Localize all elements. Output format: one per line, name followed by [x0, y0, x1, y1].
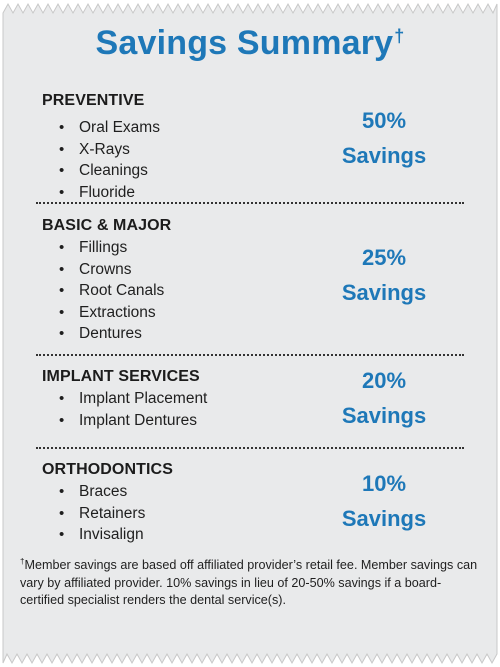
savings-label: Savings [341, 143, 427, 168]
service-list: • Fillings • Crowns • Root Canals • Extracti… [42, 237, 462, 345]
savings-label: Savings [341, 280, 427, 305]
bullet-icon: • [59, 411, 65, 429]
savings-orthodontics: 10% Savings [314, 466, 454, 536]
bullet-icon: • [59, 526, 65, 543]
bullet-icon: • [59, 183, 65, 201]
service-list: • Braces • Retainers • Invisalign [42, 481, 462, 546]
footnote-text: Member savings are based off affiliated … [20, 558, 478, 608]
bullet-icon: • [59, 303, 65, 321]
list-item: • Implant Dentures [42, 410, 462, 432]
service-list: • Implant Placement • Implant Dentures [42, 388, 462, 431]
item-label: Implant Dentures [79, 411, 198, 429]
list-item: • Root Canals [42, 280, 462, 302]
section-preventive: PREVENTIVE • Oral Exams • X-Rays • Cleaning… [42, 91, 462, 203]
bullet-icon: • [59, 504, 65, 522]
savings-label: Savings [341, 403, 427, 428]
item-label: Cleanings [79, 162, 148, 179]
section-divider [36, 447, 464, 449]
bullet-icon: • [59, 119, 65, 136]
item-label: Implant Placement [79, 390, 208, 407]
list-item: • X-Rays [42, 139, 462, 161]
bullet-icon: • [59, 325, 65, 342]
list-item: • Braces [42, 481, 462, 503]
item-label: X-Rays [79, 140, 130, 158]
list-item: • Extractions [42, 302, 462, 324]
savings-label: Savings [341, 506, 427, 531]
item-label: Oral Exams [79, 119, 160, 136]
item-label: Invisalign [79, 526, 144, 543]
bullet-icon: • [59, 162, 65, 179]
savings-percent: 10% [361, 471, 407, 496]
savings-percent: 20% [361, 368, 407, 393]
item-label: Crowns [79, 260, 132, 278]
item-label: Retainers [79, 504, 146, 522]
section-orthodontics: ORTHODONTICS • Braces • Retainers • Invisal… [42, 460, 462, 546]
section-implant-services: IMPLANT SERVICES • Implant Placement • Imp… [42, 367, 462, 431]
service-list: • Oral Exams • X-Rays • Cleanings • Fluoride [42, 117, 462, 203]
section-title: PREVENTIVE [42, 92, 145, 109]
bullet-icon: • [59, 140, 65, 158]
section-title: ORTHODONTICS [42, 461, 173, 478]
title-text: Savings Summary [95, 24, 394, 62]
footnote-dagger: † [20, 557, 25, 566]
list-item: • Invisalign [42, 524, 462, 546]
bullet-icon: • [59, 390, 65, 407]
title-dagger: † [394, 26, 405, 46]
section-divider [36, 354, 464, 356]
item-label: Root Canals [79, 282, 165, 299]
list-item: • Dentures [42, 323, 462, 345]
savings-percent: 50% [361, 108, 407, 133]
item-label: Extractions [79, 303, 156, 321]
bullet-icon: • [59, 260, 65, 278]
savings-implant-services: 20% Savings [314, 363, 454, 433]
savings-percent: 25% [361, 245, 407, 270]
list-item: • Retainers [42, 503, 462, 525]
bullet-icon: • [59, 239, 65, 256]
page-title: Savings Summary† [0, 24, 500, 63]
list-item: • Crowns [42, 259, 462, 281]
list-item: • Implant Placement [42, 388, 462, 410]
section-basic-major: BASIC & MAJOR • Fillings • Crowns • Root Ca… [42, 216, 462, 345]
item-label: Fluoride [79, 183, 135, 201]
footnote: †Member savings are based off affiliated… [20, 553, 485, 610]
item-label: Dentures [79, 325, 142, 342]
list-item: • Fillings [42, 237, 462, 259]
bullet-icon: • [59, 483, 65, 500]
list-item: • Cleanings [42, 160, 462, 182]
section-title: IMPLANT SERVICES [42, 368, 200, 385]
list-item: • Oral Exams [42, 117, 462, 139]
list-item: • Fluoride [42, 182, 462, 204]
savings-preventive: 50% Savings [314, 103, 454, 173]
bullet-icon: • [59, 282, 65, 299]
section-title: BASIC & MAJOR [42, 217, 172, 234]
savings-basic-major: 25% Savings [314, 240, 454, 310]
item-label: Braces [79, 483, 128, 500]
item-label: Fillings [79, 239, 128, 256]
section-divider [36, 202, 464, 204]
